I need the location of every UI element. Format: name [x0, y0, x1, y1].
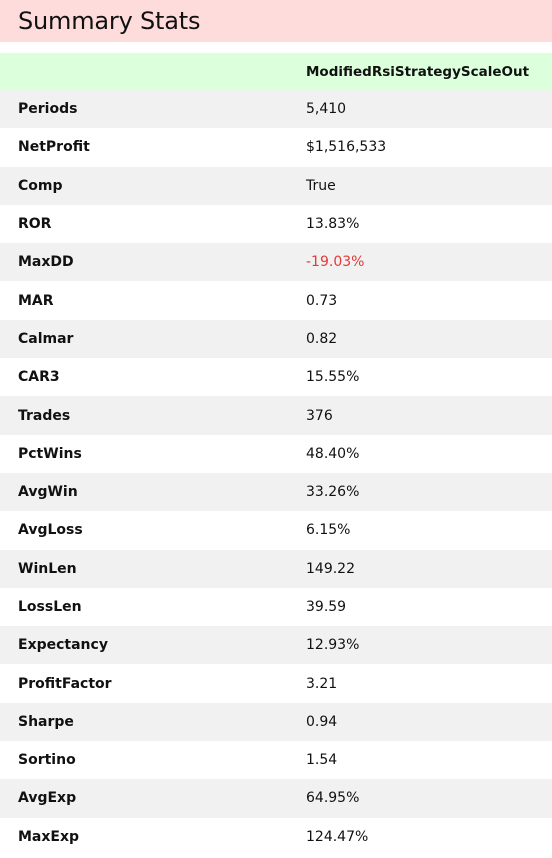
stat-value: 3.21: [306, 675, 338, 692]
stat-value: 48.40%: [306, 445, 360, 462]
table-row: LossLen 39.59: [0, 587, 552, 627]
table-row: ROR 13.83%: [0, 204, 552, 244]
stat-value: 0.73: [306, 292, 338, 309]
stat-label: PctWins: [18, 445, 82, 462]
title-bar: Summary Stats: [0, 0, 552, 42]
table-row: CAR3 15.55%: [0, 358, 552, 397]
stat-label: Comp: [18, 177, 63, 194]
table-row: Comp True: [0, 166, 552, 205]
stat-value: 12.93%: [306, 637, 360, 654]
table-body: Periods 5,410 NetProfit $1,516,533 Comp True R…: [0, 90, 552, 856]
stat-value: 15.55%: [306, 369, 360, 386]
table-row: Trades 376: [0, 396, 552, 435]
stat-label: Sortino: [18, 752, 76, 769]
stat-label: Trades: [18, 407, 71, 424]
stat-label: Expectancy: [18, 637, 108, 654]
table-row: WinLen 149.22: [0, 549, 552, 588]
table-row: MaxDD -19.03%: [0, 243, 552, 282]
stat-label: ProfitFactor: [18, 675, 112, 692]
stat-value: 64.95%: [306, 790, 360, 807]
stat-label: Calmar: [18, 330, 74, 347]
table-row: MAR 0.73: [0, 281, 552, 320]
spacer: [0, 42, 552, 53]
table-row: Periods 5,410: [0, 90, 552, 129]
stat-label: Periods: [18, 101, 78, 118]
stat-value: 6.15%: [306, 522, 351, 539]
stat-value: $1,516,533: [306, 139, 387, 156]
table-row: MaxExp 124.47%: [0, 817, 552, 856]
stat-value: 124.47%: [306, 828, 369, 845]
table-row: Expectancy 12.93%: [0, 626, 552, 665]
table-header: ModifiedRsiStrategyScaleOut: [0, 53, 552, 90]
table-row: AvgWin 33.26%: [0, 472, 552, 512]
table-row: NetProfit $1,516,533: [0, 128, 552, 167]
stat-label: AvgWin: [18, 484, 78, 501]
stat-value: 39.59: [306, 599, 347, 615]
header-label-column: [0, 53, 288, 90]
table-row: AvgLoss 6.15%: [0, 511, 552, 550]
table-row: Sharpe 0.94: [0, 702, 552, 742]
stat-value: True: [306, 177, 336, 194]
summary-stats-table: ModifiedRsiStrategyScaleOut Periods 5,410…: [0, 53, 552, 856]
table-row: ProfitFactor 3.21: [0, 664, 552, 703]
header-strategy-column: ModifiedRsiStrategyScaleOut: [306, 63, 530, 80]
stat-label: MaxDD: [18, 254, 74, 271]
stat-label: CAR3: [18, 369, 60, 386]
stat-label: ROR: [18, 216, 52, 233]
stat-value: 13.83%: [306, 216, 360, 233]
stat-value: -19.03%: [306, 254, 365, 271]
stat-value: 5,410: [306, 101, 347, 118]
table-row: Sortino 1.54: [0, 741, 552, 780]
table-row: Calmar 0.82: [0, 319, 552, 359]
stat-label: LossLen: [18, 599, 82, 615]
page-title: Summary Stats: [18, 7, 201, 35]
stat-label: WinLen: [18, 560, 77, 577]
header-row: ModifiedRsiStrategyScaleOut: [0, 53, 552, 90]
stat-value: 33.26%: [306, 484, 360, 501]
stat-label: NetProfit: [18, 139, 90, 156]
stat-value: 1.54: [306, 752, 338, 769]
stat-value: 0.82: [306, 330, 338, 347]
stat-value: 376: [306, 407, 333, 424]
stat-value: 0.94: [306, 713, 338, 730]
stat-label: AvgExp: [18, 790, 77, 807]
stat-value: 149.22: [306, 560, 355, 577]
table-row: PctWins 48.40%: [0, 434, 552, 473]
stat-label: AvgLoss: [18, 522, 83, 539]
table-row: AvgExp 64.95%: [0, 779, 552, 818]
stat-label: MaxExp: [18, 828, 80, 845]
stat-label: Sharpe: [18, 713, 74, 730]
stat-label: MAR: [18, 292, 54, 309]
